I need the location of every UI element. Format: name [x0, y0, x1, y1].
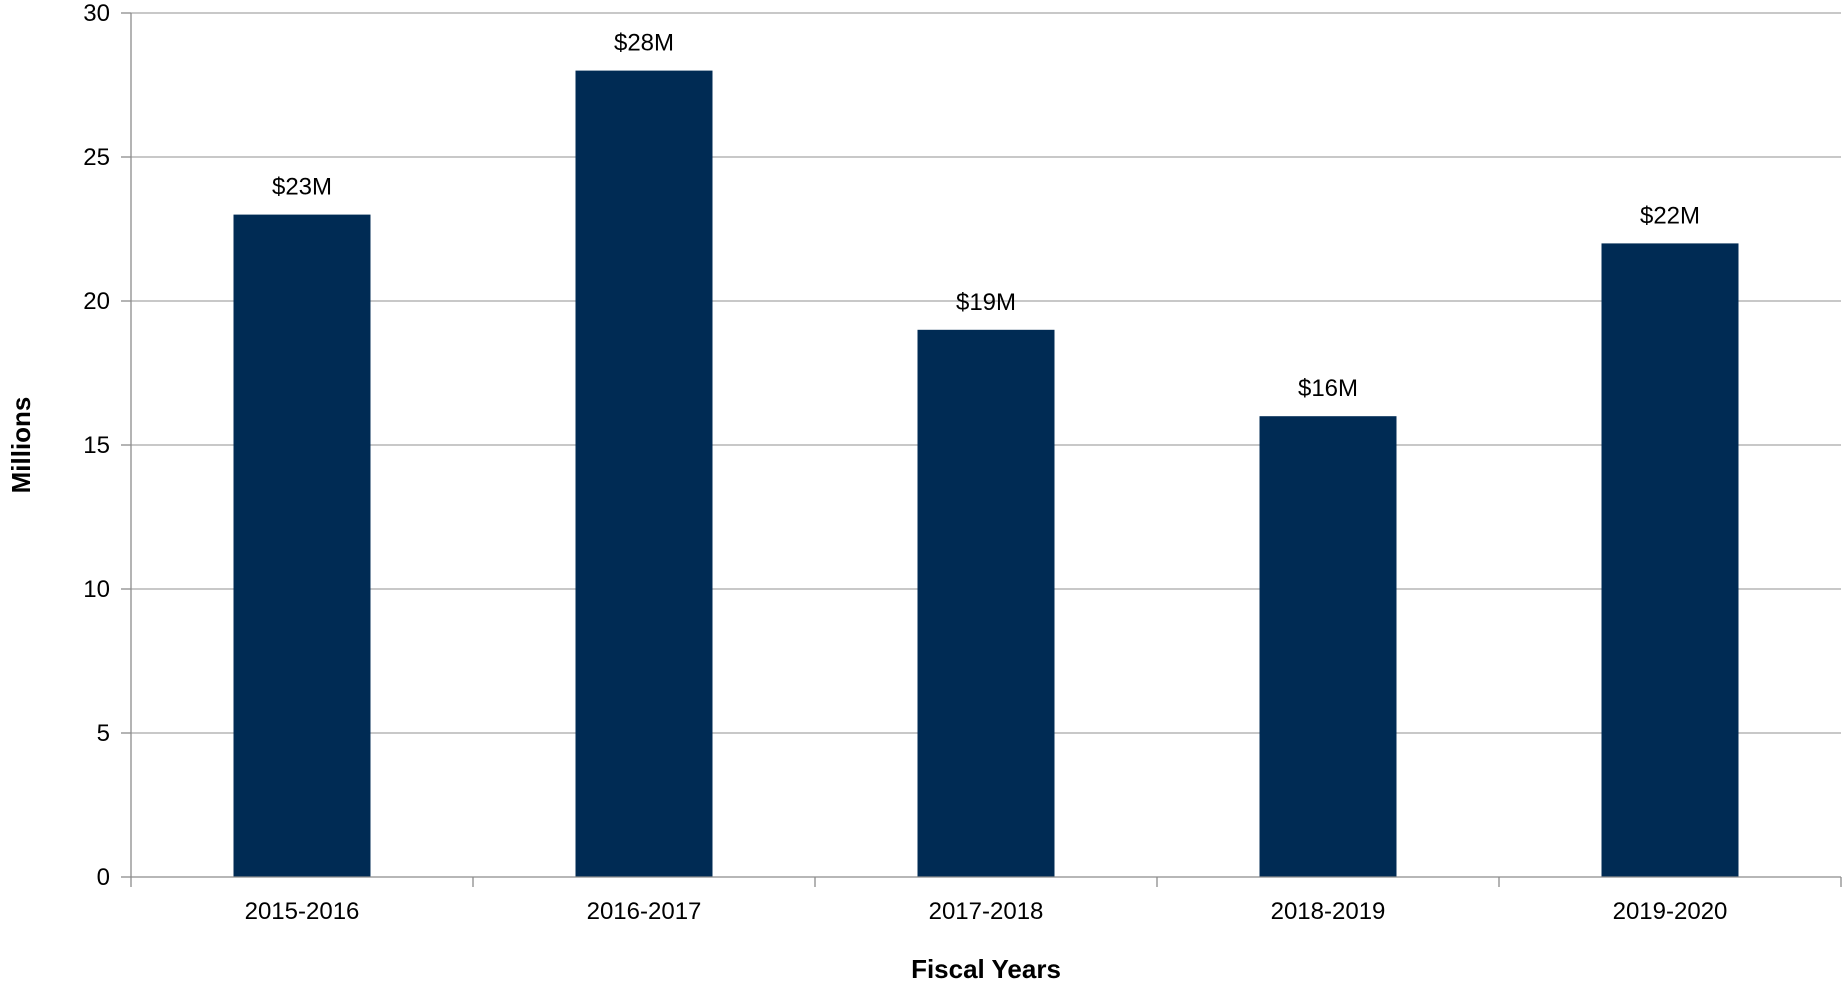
axes [130, 13, 1841, 878]
data-label: $28M [614, 30, 674, 57]
data-label: $16M [1298, 375, 1358, 402]
x-tick-labels: 2015-2016 2016-2017 2017-2018 2018-2019 2019… [245, 898, 1728, 925]
bar-2019-2020 [1601, 243, 1739, 877]
x-tick-label: 2016-2017 [587, 898, 702, 925]
x-tick-label: 2017-2018 [929, 898, 1044, 925]
data-label: $23M [272, 174, 332, 201]
bar-2015-2016 [233, 214, 371, 878]
y-tick-label: 25 [83, 144, 110, 171]
y-tick-label: 20 [83, 288, 110, 315]
y-tick-label: 30 [83, 0, 110, 27]
y-tick-label: 15 [83, 432, 110, 459]
y-tick-label: 10 [83, 576, 110, 603]
data-label: $19M [956, 289, 1016, 316]
y-tick-labels: 0 5 10 15 20 25 30 [83, 0, 110, 891]
y-axis-title: Millions [6, 397, 36, 494]
bar-2017-2018 [917, 329, 1055, 877]
x-tick-label: 2018-2019 [1271, 898, 1386, 925]
bar-2018-2019 [1259, 416, 1397, 877]
x-tick-label: 2019-2020 [1613, 898, 1728, 925]
y-tick-label: 5 [97, 720, 110, 747]
data-label: $22M [1640, 202, 1700, 229]
data-labels: $23M $28M $19M $16M $22M [272, 30, 1700, 403]
x-axis-title: Fiscal Years [911, 954, 1061, 984]
x-tick-label: 2015-2016 [245, 898, 360, 925]
y-tick-label: 0 [97, 864, 110, 891]
bars [233, 70, 1739, 878]
bar-2016-2017 [575, 70, 713, 878]
